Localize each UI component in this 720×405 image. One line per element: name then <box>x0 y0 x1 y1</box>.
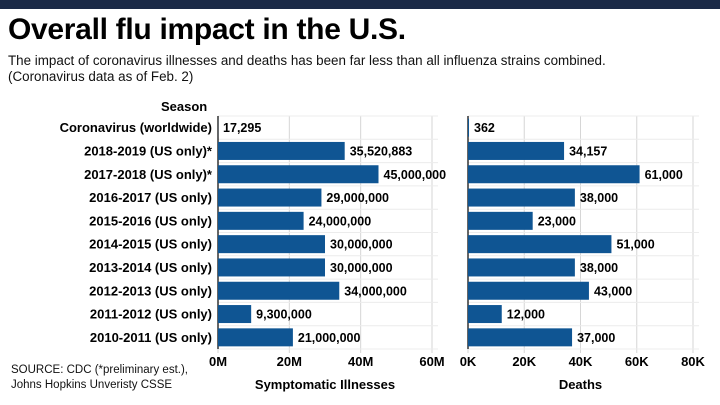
data-label: 30,000,000 <box>330 238 393 252</box>
data-label: 23,000 <box>538 214 576 228</box>
bar <box>468 258 575 277</box>
bar <box>468 235 612 254</box>
bar <box>218 258 325 277</box>
tick-label: 60K <box>625 354 649 369</box>
tick-label: 40M <box>348 354 373 369</box>
category-label: 2017-2018 (US only)* <box>84 167 213 182</box>
data-label: 9,300,000 <box>256 308 312 322</box>
data-label: 362 <box>474 121 495 135</box>
bar <box>468 188 575 207</box>
source-line: SOURCE: CDC (*preliminary est.), <box>11 364 188 376</box>
bar <box>218 281 340 300</box>
category-label: 2018-2019 (US only)* <box>84 143 213 158</box>
category-label: 2010-2011 (US only) <box>90 330 212 345</box>
data-label: 29,000,000 <box>326 191 389 205</box>
chart-title: Overall flu impact in the U.S. <box>8 13 406 46</box>
tick-label: 20K <box>512 354 536 369</box>
source-note: SOURCE: CDC (*preliminary est.), Johns H… <box>11 363 188 393</box>
data-label: 45,000,000 <box>384 168 447 182</box>
data-label: 51,000 <box>616 238 654 252</box>
data-label: 43,000 <box>594 284 632 298</box>
top-banner <box>0 0 720 9</box>
bar <box>468 211 533 230</box>
bar <box>218 188 322 207</box>
bar <box>468 165 640 184</box>
category-label: 2012-2013 (US only) <box>89 283 212 298</box>
data-label: 21,000,000 <box>298 331 361 345</box>
data-label: 12,000 <box>507 308 545 322</box>
bar <box>468 141 565 160</box>
chart-subtitle-note: (Coronavirus data as of Feb. 2) <box>8 69 194 84</box>
category-label: 2013-2014 (US only) <box>89 260 212 275</box>
bar <box>218 235 325 254</box>
tick-label: 0M <box>209 354 227 369</box>
tick-label: 20M <box>277 354 302 369</box>
tick-label: 80K <box>681 354 705 369</box>
data-label: 61,000 <box>645 168 683 182</box>
bar <box>468 281 589 300</box>
bar <box>468 328 573 347</box>
source-line: Johns Hopkins Unveristy CSSE <box>11 379 173 391</box>
bar <box>218 165 379 184</box>
category-axis-label: Season <box>161 99 208 114</box>
bar <box>218 211 304 230</box>
tick-label: 60M <box>419 354 444 369</box>
bar <box>218 141 345 160</box>
category-label: Coronavirus (worldwide) <box>60 120 212 135</box>
category-label: 2011-2012 (US only) <box>90 307 212 322</box>
x-axis-label: Symptomatic Illnesses <box>255 377 395 392</box>
data-label: 35,520,883 <box>350 144 413 158</box>
chart-subtitle: The impact of coronavirus illnesses and … <box>8 53 606 68</box>
bar <box>468 118 470 137</box>
bar <box>218 328 293 347</box>
data-label: 24,000,000 <box>309 214 372 228</box>
data-label: 38,000 <box>580 191 618 205</box>
data-label: 37,000 <box>577 331 615 345</box>
tick-label: 0K <box>460 354 477 369</box>
bar <box>468 305 502 324</box>
data-label: 34,000,000 <box>344 284 407 298</box>
data-label: 34,157 <box>569 144 607 158</box>
tick-label: 40K <box>569 354 593 369</box>
data-label: 30,000,000 <box>330 261 393 275</box>
bar <box>218 305 252 324</box>
category-label: 2014-2015 (US only) <box>89 237 212 252</box>
x-axis-label: Deaths <box>559 377 602 392</box>
category-label: 2015-2016 (US only) <box>89 213 212 228</box>
category-label: 2016-2017 (US only) <box>89 190 212 205</box>
data-label: 38,000 <box>580 261 618 275</box>
data-label: 17,295 <box>223 121 261 135</box>
